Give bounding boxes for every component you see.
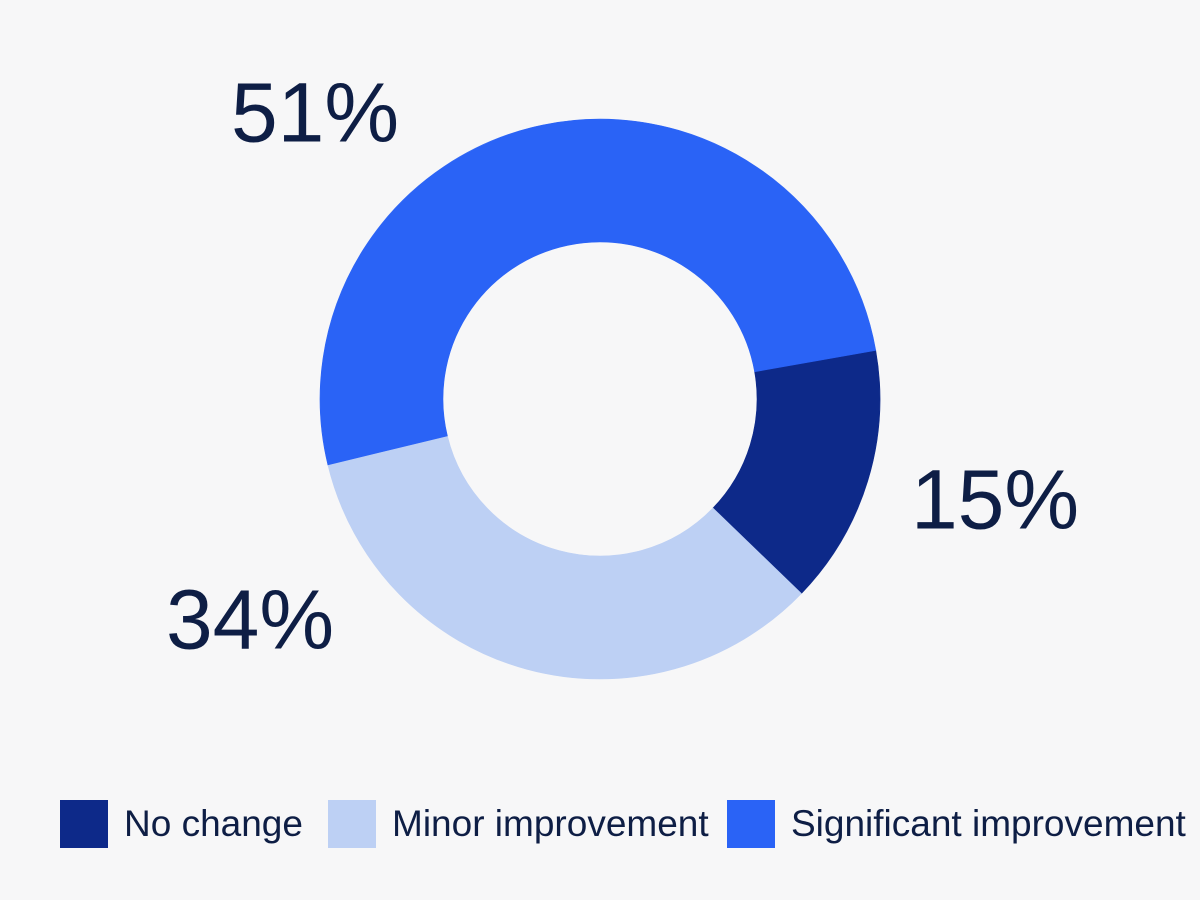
legend-item-significant-improvement: Significant improvement <box>727 800 1186 848</box>
donut-segment-minor-improvement <box>327 435 802 680</box>
legend-item-minor-improvement: Minor improvement <box>328 800 709 848</box>
percent-label-minor-improvement: 34% <box>165 572 335 667</box>
donut-segment-significant-improvement <box>319 118 877 466</box>
legend-label-minor-improvement: Minor improvement <box>392 803 709 844</box>
legend-label-significant-improvement: Significant improvement <box>791 803 1186 844</box>
legend-swatch-significant-improvement <box>727 800 775 848</box>
legend-swatch-no-change <box>60 800 108 848</box>
percent-label-no-change: 15% <box>910 452 1080 547</box>
legend-label-no-change: No change <box>124 803 303 844</box>
legend-swatch-minor-improvement <box>328 800 376 848</box>
legend-item-no-change: No change <box>60 800 303 848</box>
percent-label-significant-improvement: 51% <box>230 65 400 160</box>
